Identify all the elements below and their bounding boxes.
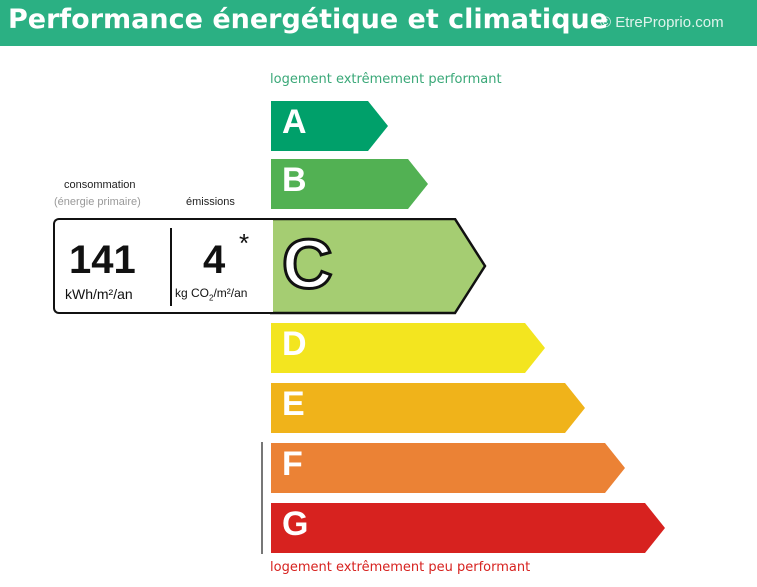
divider-line	[261, 442, 263, 554]
bar-arrow	[271, 159, 428, 209]
watermark: © EtreProprio.com	[600, 14, 724, 31]
emissions-label: émissions	[186, 196, 235, 208]
bar-arrow	[271, 323, 545, 373]
emissions-asterisk: *	[239, 228, 250, 258]
class-letter: D	[282, 325, 307, 363]
consumption-value: 141	[69, 238, 136, 282]
class-letter: G	[282, 505, 309, 543]
top-caption: logement extrêmement performant	[270, 72, 502, 87]
bar-arrow	[271, 503, 665, 553]
values-box: 141 kWh/m²/an 4 * kg CO2/m²/an	[53, 218, 273, 314]
bottom-caption: logement extrêmement peu performant	[270, 560, 531, 575]
class-letter: E	[282, 385, 305, 423]
emissions-value: 4	[203, 238, 226, 282]
page-title: Performance énergétique et climatique	[8, 4, 609, 35]
separator	[170, 228, 172, 306]
class-letter: C	[281, 224, 335, 305]
unit-prefix: kg CO	[175, 286, 210, 300]
class-letter: F	[282, 445, 303, 483]
unit-sub: 2	[209, 293, 214, 303]
consumption-label: consommation	[64, 179, 136, 191]
unit-suffix: /m²/an	[213, 286, 248, 300]
header: Performance énergétique et climatique © …	[0, 0, 757, 46]
emissions-unit: kg CO2/m²/an	[175, 286, 247, 302]
bar-arrow	[271, 443, 625, 493]
consumption-sublabel: (énergie primaire)	[54, 196, 141, 208]
bar-arrow	[271, 101, 388, 151]
bar-arrow	[271, 383, 585, 433]
consumption-unit: kWh/m²/an	[65, 286, 133, 302]
class-letter: A	[282, 103, 307, 141]
class-letter: B	[282, 161, 307, 199]
